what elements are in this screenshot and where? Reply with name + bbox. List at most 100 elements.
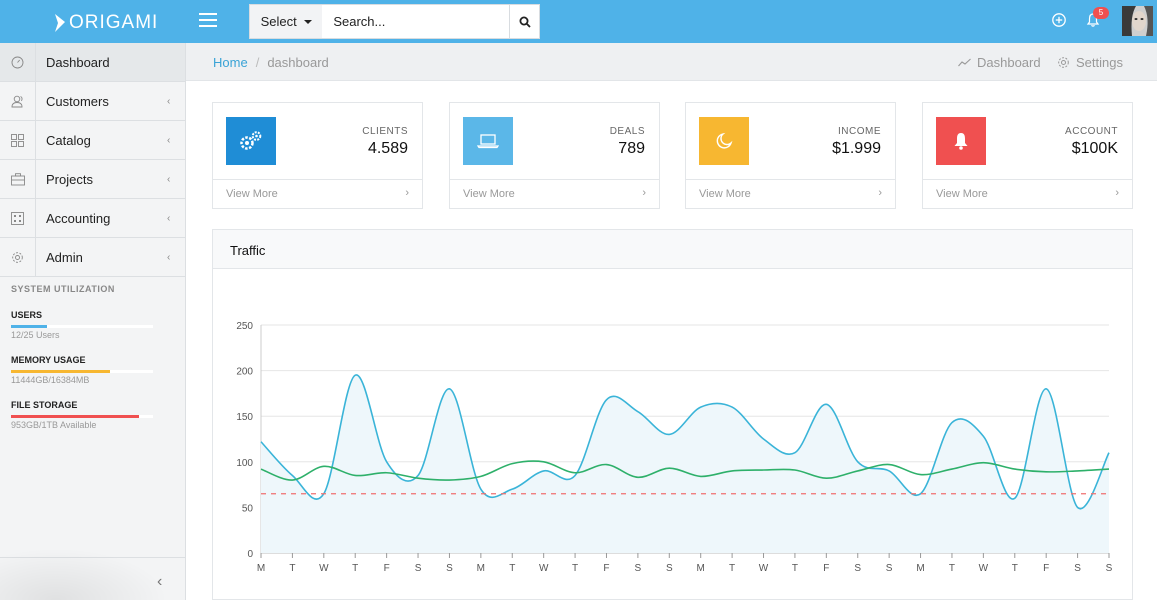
- stat-icon-box: [699, 117, 749, 165]
- view-more-link[interactable]: View More ›: [450, 179, 659, 209]
- gauge-icon: [11, 56, 24, 68]
- x-tick-label: T: [792, 563, 798, 574]
- util-sub: 953GB/1TB Available: [11, 420, 97, 430]
- util-label: MEMORY USAGE: [11, 355, 86, 365]
- util-label: FILE STORAGE: [11, 400, 78, 410]
- sidebar-item-customers[interactable]: Customers ‹: [0, 81, 185, 121]
- x-tick-label: S: [666, 563, 673, 574]
- gears-icon: [240, 131, 262, 150]
- y-tick-label: 200: [236, 367, 253, 378]
- logo-text: ORIGAMI: [69, 12, 159, 33]
- sidebar-item-accounting[interactable]: Accounting ‹: [0, 198, 185, 238]
- y-tick-label: 250: [236, 321, 253, 332]
- dashboard-link[interactable]: Dashboard: [958, 55, 1041, 70]
- breadcrumb-home-link[interactable]: Home: [213, 55, 248, 70]
- system-utilization-title: SYSTEM UTILIZATION: [11, 284, 115, 294]
- sidebar-item-label: Catalog: [46, 132, 91, 148]
- menu-toggle-button[interactable]: [199, 13, 217, 29]
- util-memory: MEMORY USAGE 11444GB/16384MB: [11, 355, 153, 385]
- view-more-label: View More: [226, 188, 278, 200]
- x-tick-label: T: [1012, 563, 1018, 574]
- stat-label: INCOME: [838, 126, 881, 137]
- breadcrumb: Home / dashboard: [213, 55, 329, 70]
- hamburger-icon: [199, 13, 217, 15]
- stat-icon-box: [226, 117, 276, 165]
- content-header: Home / dashboard Dashboard Settings: [186, 43, 1157, 81]
- util-storage: FILE STORAGE 953GB/1TB Available: [11, 400, 153, 430]
- x-tick-label: S: [415, 563, 422, 574]
- logo[interactable]: ORIGAMI: [54, 12, 158, 34]
- breadcrumb-separator: /: [255, 55, 260, 70]
- sidebar-item-catalog[interactable]: Catalog ‹: [0, 120, 185, 160]
- util-fill-bar: [11, 415, 139, 418]
- view-more-link[interactable]: View More ›: [213, 179, 422, 209]
- view-more-link[interactable]: View More ›: [923, 179, 1132, 209]
- x-tick-label: T: [572, 563, 578, 574]
- x-tick-label: M: [477, 563, 485, 574]
- stat-value: 789: [618, 140, 645, 157]
- util-fill-bar: [11, 325, 47, 328]
- util-track: [11, 415, 153, 418]
- sidebar-item-admin[interactable]: Admin ‹: [0, 237, 185, 277]
- view-more-label: View More: [463, 188, 515, 200]
- util-fill-bar: [11, 370, 111, 373]
- x-tick-label: T: [352, 563, 358, 574]
- search-button[interactable]: [509, 5, 539, 38]
- x-tick-label: F: [823, 563, 829, 574]
- calculator-icon: [11, 211, 24, 225]
- y-tick-label: 0: [247, 549, 253, 560]
- bell-icon: [954, 133, 968, 150]
- traffic-chart: 0 50 100 150 200 250 M T W T F S S M T W T F S S M T W T F S S M T W T…: [236, 321, 1112, 574]
- settings-link-label: Settings: [1076, 55, 1123, 70]
- y-tick-label: 150: [236, 412, 253, 423]
- add-circle-icon[interactable]: [1051, 12, 1067, 28]
- caret-down-icon: [303, 19, 312, 24]
- view-more-link[interactable]: View More ›: [686, 179, 895, 209]
- util-sub: 11444GB/16384MB: [11, 375, 90, 385]
- x-tick-label: F: [603, 563, 609, 574]
- stat-icon-box: [936, 117, 986, 165]
- traffic-panel: Traffic 0 50 100 150 200 250 M T W T F S S M T W T F S S M T W…: [212, 229, 1133, 600]
- search-icon: [519, 16, 531, 28]
- stat-value: $1.999: [832, 140, 881, 157]
- user-photo: [1122, 6, 1153, 36]
- y-tick-label: 100: [236, 458, 253, 469]
- sidebar-item-projects[interactable]: Projects ‹: [0, 159, 185, 199]
- y-tick-label: 50: [242, 503, 254, 514]
- x-tick-label: W: [319, 563, 329, 574]
- x-tick-label: M: [697, 563, 705, 574]
- series-1-line: [260, 460, 1110, 481]
- select-dropdown[interactable]: Select: [250, 5, 323, 38]
- sidebar-item-label: Dashboard: [46, 54, 110, 70]
- x-tick-label: S: [854, 563, 861, 574]
- top-bar: ORIGAMI Select 5: [0, 0, 1157, 43]
- stat-label: DEALS: [609, 126, 645, 137]
- stat-card-deals: DEALS 789 View More ›: [449, 102, 660, 209]
- settings-link[interactable]: Settings: [1057, 55, 1123, 70]
- x-tick-label: W: [759, 563, 769, 574]
- search-input[interactable]: [322, 5, 510, 38]
- sidebar-item-label: Customers: [46, 93, 109, 109]
- stat-card-clients: CLIENTS 4.589 View More ›: [212, 102, 423, 209]
- stat-card-account: ACCOUNT $100K View More ›: [922, 102, 1133, 209]
- dashboard-link-label: Dashboard: [977, 55, 1041, 70]
- stat-card-income: INCOME $1.999 View More ›: [685, 102, 896, 209]
- avatar[interactable]: [1122, 6, 1153, 36]
- laptop-icon: [477, 134, 499, 149]
- breadcrumb-current: dashboard: [267, 55, 329, 70]
- origami-logo-icon: [55, 14, 65, 32]
- stat-label: ACCOUNT: [1065, 126, 1118, 137]
- x-tick-label: M: [257, 563, 265, 574]
- x-tick-label: T: [949, 563, 955, 574]
- util-track: [11, 370, 153, 373]
- select-label: Select: [260, 14, 297, 29]
- sidebar-item-label: Admin: [46, 249, 83, 265]
- utilization-list: USERS 12/25 Users MEMORY USAGE 11444GB/1…: [0, 310, 185, 430]
- moon-icon: [716, 132, 733, 149]
- stat-value: $100K: [1071, 140, 1118, 157]
- chevron-right-icon: ›: [1115, 187, 1119, 199]
- sidebar-item-dashboard[interactable]: Dashboard: [0, 42, 185, 82]
- stat-label: CLIENTS: [362, 126, 408, 137]
- chevron-left-icon: ‹: [167, 212, 171, 224]
- chevron-right-icon: ›: [405, 187, 409, 199]
